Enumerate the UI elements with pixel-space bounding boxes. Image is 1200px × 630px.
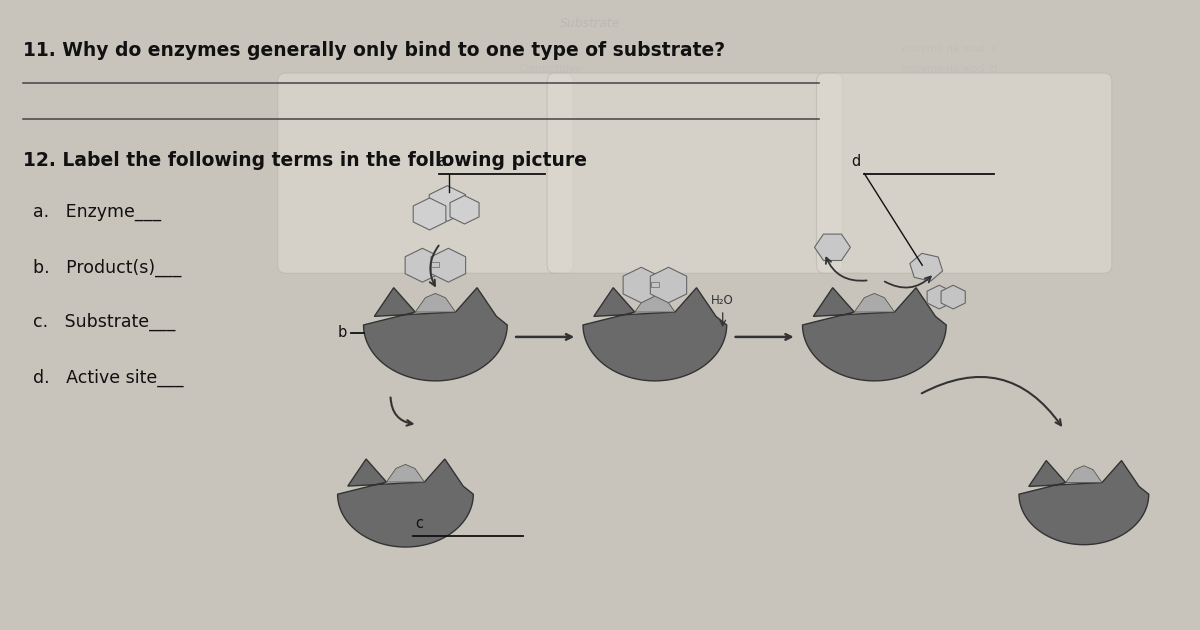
Polygon shape bbox=[623, 267, 659, 303]
Polygon shape bbox=[910, 253, 943, 281]
Text: d.   Active site___: d. Active site___ bbox=[34, 369, 184, 387]
Polygon shape bbox=[941, 285, 965, 309]
Text: d: d bbox=[851, 154, 860, 169]
Polygon shape bbox=[803, 288, 946, 381]
Polygon shape bbox=[928, 285, 952, 309]
Polygon shape bbox=[650, 282, 659, 287]
Polygon shape bbox=[337, 459, 473, 547]
Polygon shape bbox=[1019, 461, 1148, 545]
Polygon shape bbox=[854, 294, 894, 312]
Text: c: c bbox=[415, 516, 424, 531]
Text: c.   Substrate___: c. Substrate___ bbox=[34, 313, 175, 331]
Text: b.   Product(s)___: b. Product(s)___ bbox=[34, 259, 181, 277]
Text: enzyme na wod  a: enzyme na wod a bbox=[901, 44, 997, 54]
Polygon shape bbox=[450, 195, 479, 224]
Text: a.   Enzyme___: a. Enzyme___ bbox=[34, 203, 162, 222]
Polygon shape bbox=[430, 186, 466, 221]
Polygon shape bbox=[415, 294, 456, 312]
FancyBboxPatch shape bbox=[816, 73, 1112, 273]
Text: 11. Why do enzymes generally only bind to one type of substrate?: 11. Why do enzymes generally only bind t… bbox=[23, 41, 726, 60]
Text: H₂O: H₂O bbox=[712, 294, 734, 307]
Text: b: b bbox=[337, 326, 347, 340]
Polygon shape bbox=[386, 464, 425, 482]
Text: Competitive: Competitive bbox=[518, 64, 582, 74]
FancyBboxPatch shape bbox=[547, 73, 842, 273]
Text: a: a bbox=[437, 154, 446, 169]
Polygon shape bbox=[431, 262, 439, 267]
Polygon shape bbox=[583, 288, 727, 381]
FancyBboxPatch shape bbox=[277, 73, 574, 273]
Polygon shape bbox=[431, 248, 466, 282]
Polygon shape bbox=[413, 198, 446, 230]
Polygon shape bbox=[650, 267, 686, 303]
Polygon shape bbox=[364, 288, 508, 381]
Text: Substrate: Substrate bbox=[560, 17, 620, 30]
Text: 12. Label the following terms in the following picture: 12. Label the following terms in the fol… bbox=[23, 151, 587, 169]
Polygon shape bbox=[815, 234, 851, 260]
Text: enzyme na wod  d: enzyme na wod d bbox=[901, 64, 997, 74]
Polygon shape bbox=[635, 294, 674, 312]
Polygon shape bbox=[406, 248, 439, 282]
Polygon shape bbox=[1066, 466, 1102, 483]
